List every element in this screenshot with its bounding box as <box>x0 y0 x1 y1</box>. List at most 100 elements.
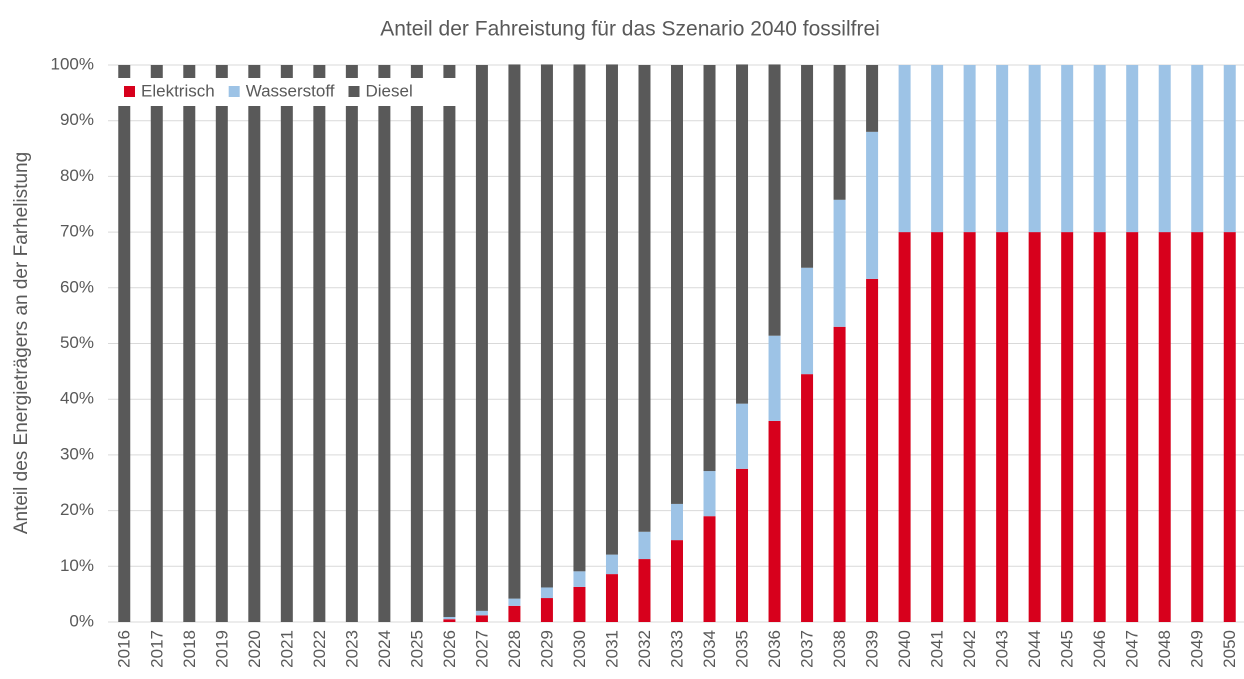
bar-segment <box>768 335 781 421</box>
x-tick-label: 2024 <box>375 630 394 668</box>
y-tick-label: 30% <box>60 444 94 463</box>
bar-segment <box>1061 65 1074 233</box>
bar-segment <box>898 232 911 622</box>
bar-segment <box>475 610 488 616</box>
bar-segment <box>508 64 521 599</box>
bar-segment <box>1191 65 1204 233</box>
y-axis-label: Anteil des Energieträgers an der Farheli… <box>11 152 32 534</box>
x-tick-label: 2022 <box>310 630 329 668</box>
x-tick-label: 2016 <box>115 630 134 668</box>
x-tick-label: 2043 <box>993 630 1012 668</box>
x-tick-label: 2042 <box>960 630 979 668</box>
bar-segment <box>1028 65 1041 233</box>
x-tick-label: 2038 <box>830 630 849 668</box>
bar-segment <box>671 540 683 622</box>
y-tick-label: 40% <box>60 389 94 408</box>
bar-segment <box>540 64 553 588</box>
legend-label: Diesel <box>366 81 413 100</box>
bar-segment <box>768 420 781 622</box>
bar-segment <box>801 267 814 375</box>
bar-segment <box>443 616 456 620</box>
bar-segment <box>833 65 846 200</box>
x-tick-label: 2039 <box>863 630 882 668</box>
y-tick-label: 0% <box>69 611 94 630</box>
x-tick-label: 2028 <box>505 630 524 668</box>
y-tick-label: 50% <box>60 333 94 352</box>
y-tick-label: 20% <box>60 500 94 519</box>
x-tick-label: 2035 <box>733 630 752 668</box>
x-tick-label: 2045 <box>1058 630 1077 668</box>
x-tick-label: 2037 <box>798 630 817 668</box>
bar-segment <box>866 278 879 622</box>
bar-segment <box>1158 232 1171 622</box>
bar-segment <box>1093 65 1106 233</box>
bar-segment <box>638 559 651 622</box>
bar-segment <box>963 65 976 233</box>
bar-segment <box>573 64 586 572</box>
bar-segment <box>963 232 976 622</box>
x-tick-label: 2020 <box>245 630 264 668</box>
x-tick-label: 2044 <box>1025 630 1044 668</box>
bar-segment <box>475 65 488 611</box>
y-tick-label: 60% <box>60 277 94 296</box>
bar-segment <box>736 403 749 469</box>
x-tick-label: 2046 <box>1090 630 1109 668</box>
bar-segment <box>215 65 228 622</box>
x-tick-label: 2049 <box>1188 630 1207 668</box>
bar-segment <box>866 131 879 279</box>
bar-segment <box>768 64 781 336</box>
y-tick-label: 80% <box>60 166 94 185</box>
bar-segment <box>443 619 456 622</box>
y-tick-label: 70% <box>60 222 94 241</box>
bar-segment <box>833 199 846 327</box>
bar-segment <box>996 232 1009 622</box>
legend: Elektrisch Wasserstoff Diesel <box>114 78 470 106</box>
bar-segment <box>1028 232 1041 622</box>
x-tick-label: 2027 <box>472 630 491 668</box>
bar-segment <box>183 65 196 622</box>
bar-segment <box>1223 65 1236 233</box>
bar-segment <box>540 598 553 622</box>
legend-swatch <box>348 86 360 97</box>
bar-segment <box>1126 65 1139 233</box>
y-tick-label: 100% <box>51 54 94 73</box>
bar-segment <box>573 571 586 587</box>
x-tick-label: 2040 <box>895 630 914 668</box>
x-tick-label: 2026 <box>440 630 459 668</box>
x-tick-label: 2017 <box>147 630 166 668</box>
bar-segment <box>996 65 1009 233</box>
bar-segment <box>931 65 944 233</box>
bar-segment <box>801 374 814 622</box>
bar-segment <box>1126 232 1139 622</box>
x-tick-label: 2030 <box>570 630 589 668</box>
bar-segment <box>410 65 423 622</box>
x-tick-label: 2050 <box>1220 630 1239 668</box>
x-tick-label: 2033 <box>667 630 686 668</box>
x-tick-label: 2023 <box>342 630 361 668</box>
bar-segment <box>443 65 456 617</box>
bar-segment <box>703 471 716 517</box>
bar-segment <box>475 615 488 622</box>
bar-segment <box>345 65 358 622</box>
bar-segment <box>833 326 846 622</box>
bar-segment <box>736 468 749 622</box>
legend-label: Wasserstoff <box>246 81 335 100</box>
bar-segment <box>378 65 391 622</box>
bar-segment <box>118 65 131 622</box>
legend-label: Elektrisch <box>141 81 215 100</box>
x-tick-label: 2048 <box>1155 630 1174 668</box>
bar-segment <box>248 65 261 622</box>
bar-segment <box>671 503 683 541</box>
x-tick-label: 2031 <box>602 630 621 668</box>
bar-segment <box>866 65 879 132</box>
bar-segment <box>280 65 293 622</box>
y-tick-label: 10% <box>60 556 94 575</box>
bar-segment <box>703 65 716 472</box>
x-tick-label: 2034 <box>700 630 719 668</box>
bar-segment <box>801 65 814 268</box>
bar-segment <box>508 598 521 606</box>
bar-segment <box>638 531 651 560</box>
bar-segment <box>898 65 911 233</box>
x-tick-label: 2029 <box>537 630 556 668</box>
